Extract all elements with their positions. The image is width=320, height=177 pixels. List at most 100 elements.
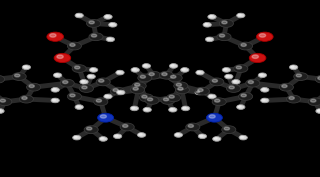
Circle shape: [132, 107, 135, 109]
Circle shape: [289, 96, 294, 99]
Circle shape: [29, 85, 34, 88]
Circle shape: [130, 106, 139, 111]
Circle shape: [248, 81, 253, 84]
Circle shape: [143, 107, 151, 112]
Circle shape: [196, 70, 204, 75]
Circle shape: [170, 108, 173, 110]
Circle shape: [279, 83, 293, 91]
Circle shape: [205, 37, 214, 42]
Circle shape: [183, 107, 186, 109]
Circle shape: [232, 80, 240, 84]
Circle shape: [47, 32, 63, 41]
Circle shape: [316, 109, 320, 113]
Circle shape: [195, 90, 204, 95]
Circle shape: [317, 110, 320, 111]
Circle shape: [182, 68, 185, 70]
Circle shape: [75, 13, 83, 18]
Circle shape: [73, 135, 81, 140]
Circle shape: [246, 79, 260, 87]
Circle shape: [99, 79, 104, 82]
Circle shape: [259, 34, 266, 37]
Circle shape: [206, 113, 222, 122]
Circle shape: [52, 88, 56, 90]
Circle shape: [22, 96, 27, 99]
Circle shape: [70, 43, 75, 46]
Circle shape: [214, 137, 217, 139]
Circle shape: [197, 71, 200, 73]
Circle shape: [296, 74, 301, 77]
Circle shape: [262, 88, 265, 90]
Circle shape: [132, 68, 136, 70]
Circle shape: [174, 133, 182, 137]
Circle shape: [238, 105, 241, 107]
Circle shape: [171, 64, 174, 66]
Circle shape: [198, 88, 203, 92]
Circle shape: [96, 99, 101, 102]
Circle shape: [108, 38, 111, 40]
Circle shape: [116, 70, 124, 75]
Circle shape: [111, 87, 125, 95]
Circle shape: [104, 94, 112, 99]
Circle shape: [147, 98, 153, 101]
Circle shape: [209, 115, 215, 118]
Circle shape: [257, 32, 273, 41]
Circle shape: [89, 21, 94, 24]
Circle shape: [87, 74, 95, 79]
Circle shape: [237, 13, 245, 18]
Circle shape: [222, 21, 227, 24]
Circle shape: [225, 74, 233, 79]
Circle shape: [133, 87, 138, 90]
Circle shape: [178, 87, 183, 90]
Circle shape: [169, 107, 177, 112]
Circle shape: [170, 64, 178, 68]
Circle shape: [131, 68, 140, 72]
Circle shape: [208, 15, 216, 19]
Circle shape: [147, 71, 161, 79]
Circle shape: [233, 80, 236, 82]
Circle shape: [131, 86, 145, 94]
Circle shape: [105, 95, 108, 97]
Circle shape: [252, 55, 259, 58]
Circle shape: [98, 113, 114, 122]
Circle shape: [234, 65, 248, 73]
Circle shape: [207, 38, 210, 40]
Circle shape: [145, 97, 159, 104]
Circle shape: [167, 94, 180, 102]
Circle shape: [260, 98, 269, 103]
Circle shape: [89, 33, 103, 41]
Circle shape: [76, 105, 80, 107]
Circle shape: [50, 34, 56, 37]
Circle shape: [14, 74, 20, 77]
Circle shape: [162, 73, 167, 76]
Circle shape: [203, 22, 212, 27]
Circle shape: [262, 99, 265, 101]
Circle shape: [144, 108, 148, 110]
Circle shape: [120, 123, 134, 131]
Circle shape: [88, 75, 92, 77]
Circle shape: [241, 94, 246, 97]
Circle shape: [86, 127, 92, 130]
Circle shape: [209, 95, 212, 97]
Circle shape: [236, 66, 242, 69]
Circle shape: [180, 68, 189, 72]
Circle shape: [168, 74, 182, 82]
Circle shape: [229, 86, 234, 89]
Circle shape: [222, 68, 230, 72]
Circle shape: [186, 123, 200, 131]
Circle shape: [72, 65, 86, 73]
Circle shape: [224, 68, 227, 70]
Circle shape: [318, 77, 320, 80]
Circle shape: [109, 22, 117, 27]
Circle shape: [53, 73, 62, 78]
Circle shape: [138, 133, 146, 137]
Circle shape: [204, 23, 208, 25]
Circle shape: [90, 68, 98, 72]
Circle shape: [76, 14, 80, 16]
Circle shape: [81, 80, 84, 82]
Circle shape: [0, 75, 4, 83]
Circle shape: [57, 55, 63, 58]
Circle shape: [70, 94, 75, 97]
Circle shape: [51, 87, 60, 92]
Circle shape: [113, 88, 118, 92]
Circle shape: [51, 98, 60, 103]
